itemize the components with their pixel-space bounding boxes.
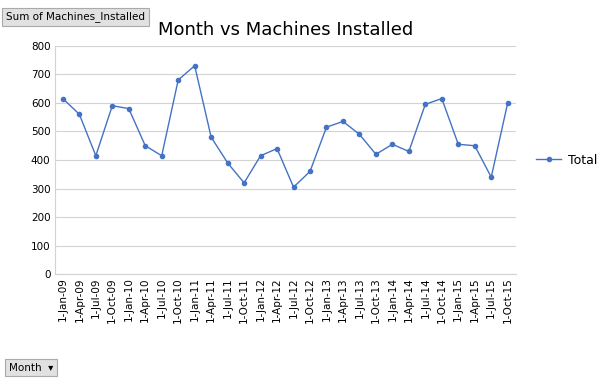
Total [125,106,132,111]
Total [257,154,264,158]
Total [504,101,511,105]
Total [290,185,297,189]
Total [273,146,280,151]
Total [240,181,248,185]
Total [405,149,413,154]
Total [471,143,478,148]
Total [208,135,215,139]
Text: Sum of Machines_Installed: Sum of Machines_Installed [6,11,145,22]
Total [487,175,495,179]
Total [307,169,314,174]
Line: Total: Total [61,64,510,189]
Total [438,96,446,101]
Total [422,102,429,107]
Total [92,154,100,158]
Total [323,125,330,130]
Total [59,96,67,101]
Total [339,119,347,124]
Text: Month  ▾: Month ▾ [9,363,53,373]
Total [224,160,231,165]
Total [388,142,396,147]
Total [141,143,149,148]
Total [191,63,198,68]
Title: Month vs Machines Installed: Month vs Machines Installed [158,21,413,38]
Total [455,142,462,147]
Total [356,132,363,136]
Legend: Total: Total [531,149,602,171]
Total [76,112,83,117]
Total [109,103,116,108]
Total [175,78,182,82]
Total [158,154,165,158]
Total [372,152,379,157]
